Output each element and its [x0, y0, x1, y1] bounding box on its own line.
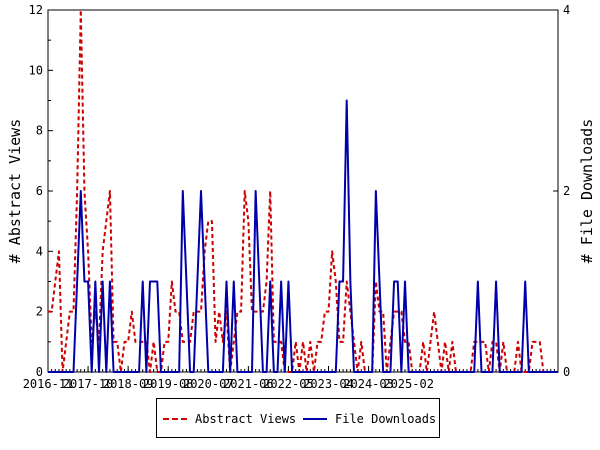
series-line-file-downloads	[48, 99, 558, 373]
right-tick-label: 4	[563, 3, 570, 17]
series-layer	[48, 9, 558, 373]
left-tick-label: 6	[36, 184, 43, 198]
left-axis: 0 2 4 6 8 10 12	[29, 3, 53, 379]
legend-swatch-views	[163, 418, 187, 420]
legend: Abstract Views File Downloads	[156, 398, 440, 438]
right-tick-label: 0	[563, 365, 570, 379]
left-tick-label: 0	[36, 365, 43, 379]
x-tick-label: 2025-02	[383, 377, 434, 391]
x-tick-label: 2020-07	[183, 377, 234, 391]
left-tick-label: 4	[36, 244, 43, 258]
legend-swatch-downloads	[303, 418, 327, 420]
left-tick-label: 12	[29, 3, 43, 17]
legend-item-downloads: File Downloads	[303, 411, 436, 427]
left-tick-label: 10	[29, 63, 43, 77]
x-tick-label: 2022-05	[263, 377, 314, 391]
y-axis-title-left: # Abstract Views	[6, 119, 24, 264]
x-axis: 2016-112017-102018-092019-082020-072021-…	[23, 366, 559, 391]
legend-label-views: Abstract Views	[195, 412, 297, 426]
x-tick-label: 2024-03	[343, 377, 394, 391]
plot-area	[47, 9, 559, 373]
legend-item-views: Abstract Views	[163, 411, 296, 427]
x-tick-label: 2018-09	[103, 377, 154, 391]
y-axis-title-right: # File Downloads	[578, 119, 596, 264]
x-tick-label: 2016-11	[23, 377, 74, 391]
x-tick-label: 2017-10	[63, 377, 114, 391]
x-tick-label: 2021-06	[223, 377, 274, 391]
x-tick-label: 2023-04	[303, 377, 354, 391]
x-tick-label: 2019-08	[143, 377, 194, 391]
left-tick-label: 2	[36, 305, 43, 319]
right-tick-label: 2	[563, 184, 570, 198]
left-tick-label: 8	[36, 124, 43, 138]
legend-label-downloads: File Downloads	[335, 412, 437, 426]
series-line-abstract-views	[48, 9, 558, 373]
